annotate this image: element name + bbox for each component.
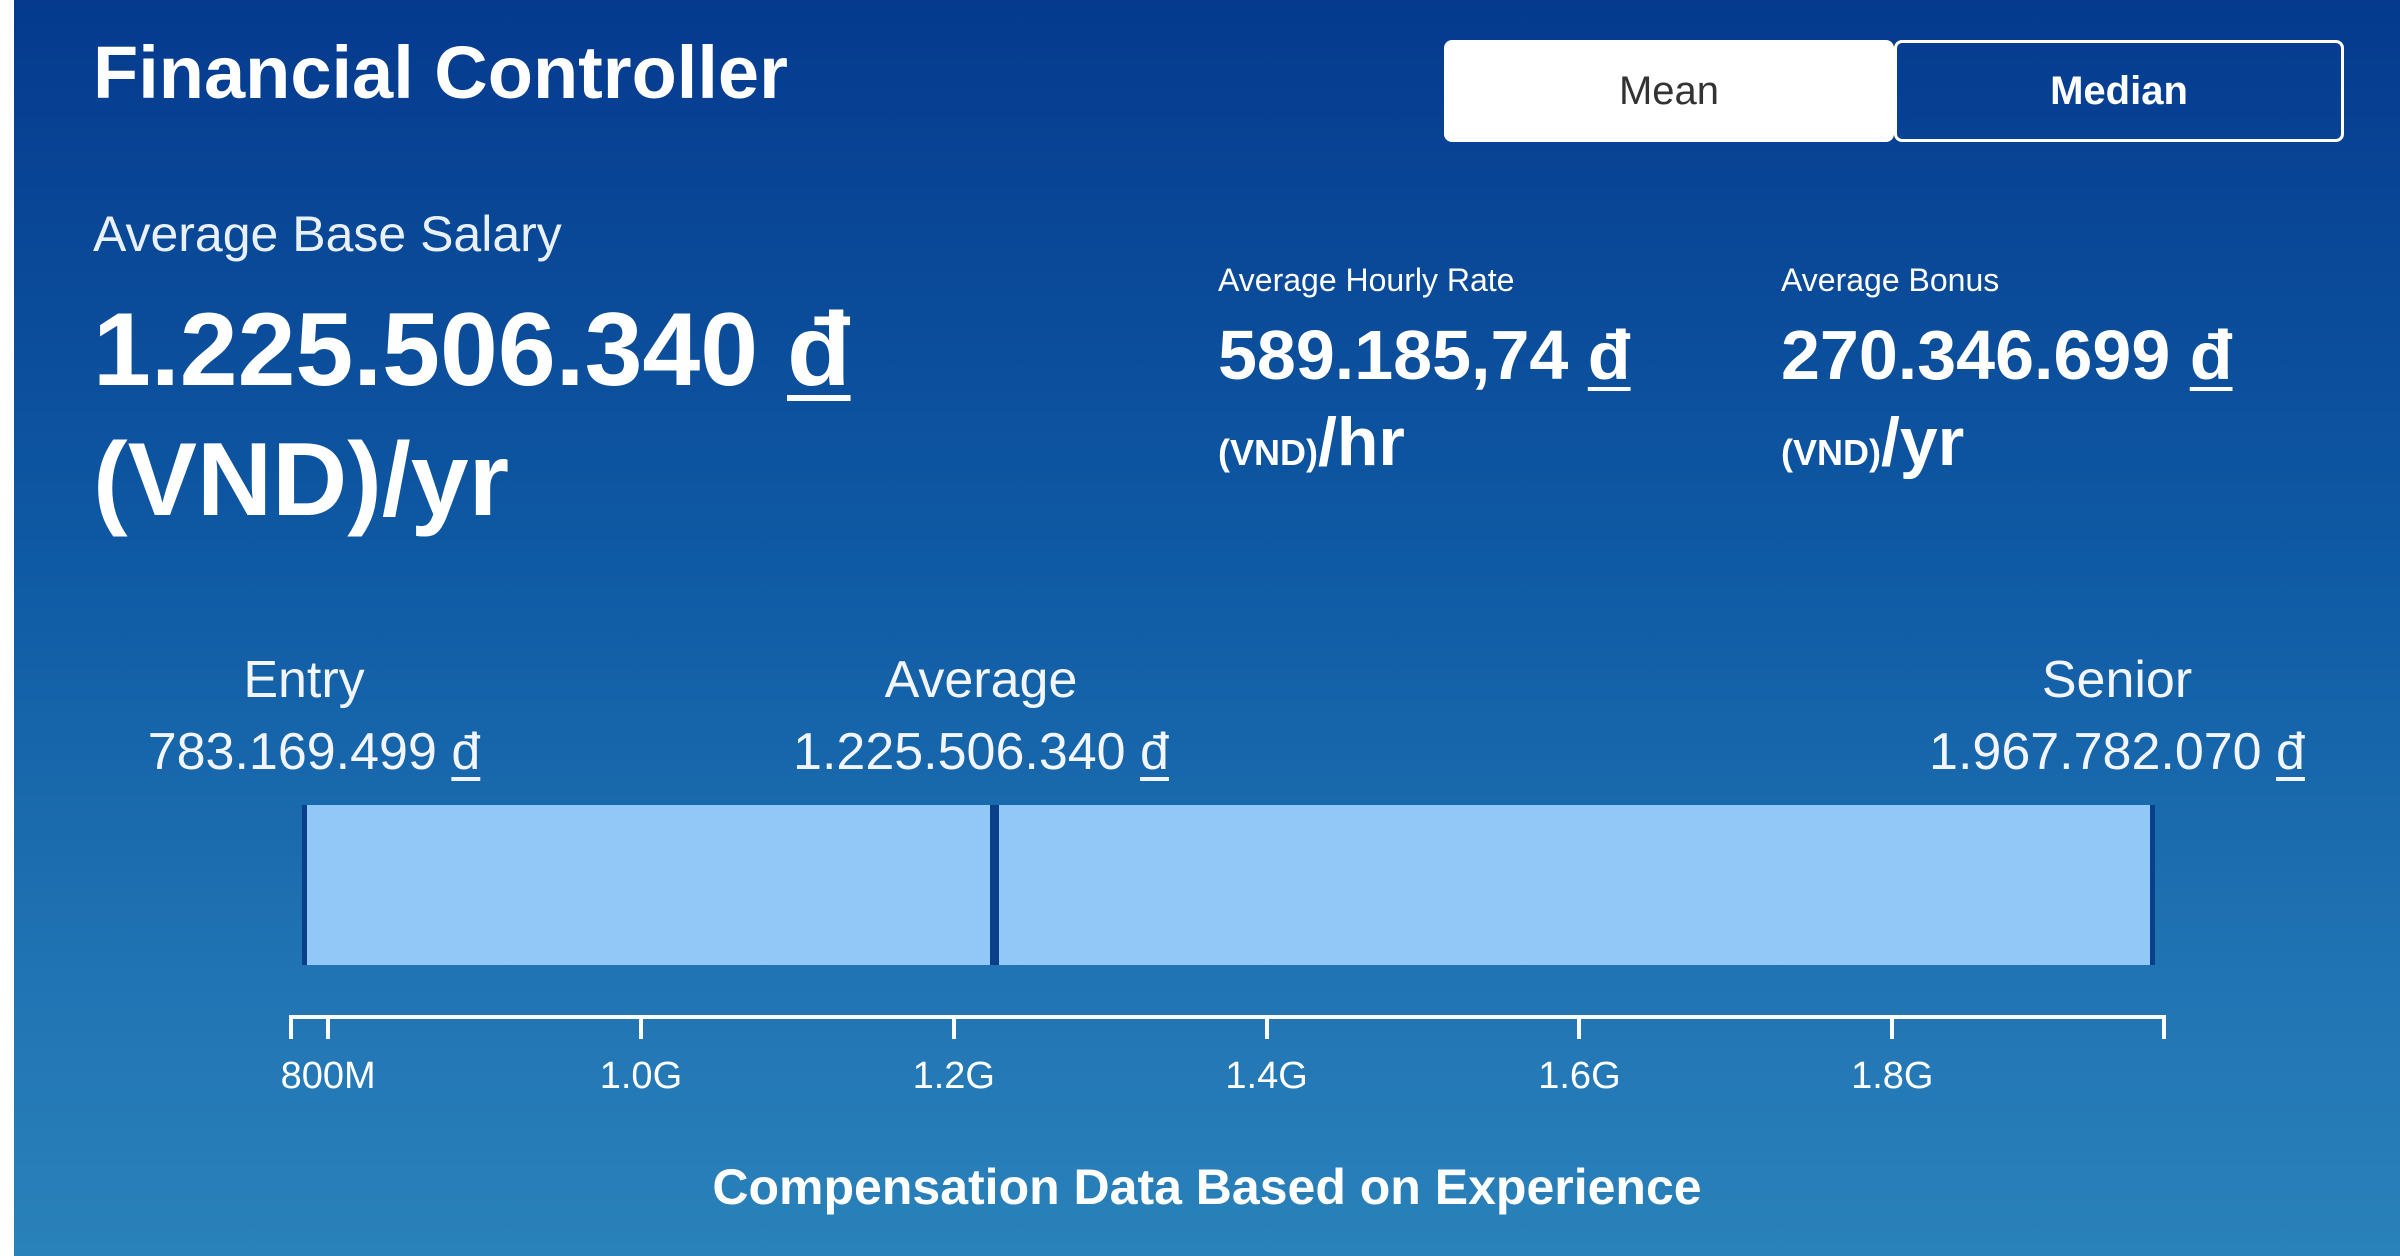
x-tick-label: 1.8G <box>1851 1055 1934 1097</box>
hourly-unit-currency: (VND) <box>1218 432 1318 473</box>
x-tick-label: 1.6G <box>1538 1055 1621 1097</box>
hourly-rate-value: 589.185,74 đ <box>1218 320 1631 390</box>
mean-median-toggle: Mean Median <box>1444 40 2344 142</box>
entry-amount: 783.169.499 <box>147 723 437 781</box>
currency-symbol: đ <box>451 723 481 781</box>
currency-symbol: đ <box>787 292 851 408</box>
bonus-label: Average Bonus <box>1781 262 2000 298</box>
salary-range-bar <box>301 805 2155 965</box>
senior-amount: 1.967.782.070 <box>1929 723 2262 781</box>
senior-value: 1.967.782.070 đ <box>1929 722 2305 782</box>
base-salary-label: Average Base Salary <box>93 206 562 262</box>
base-salary-value: 1.225.506.340 đ <box>93 298 851 402</box>
mean-button[interactable]: Mean <box>1444 40 1894 142</box>
hourly-unit-period: /hr <box>1317 404 1405 480</box>
x-tick <box>1577 1019 1582 1039</box>
bonus-value: 270.346.699 đ <box>1781 320 2233 390</box>
average-label: Average <box>884 651 1078 709</box>
average-value: 1.225.506.340 đ <box>793 722 1169 782</box>
base-salary-unit: (VND)/yr <box>93 422 510 538</box>
axis-end-cap <box>2162 1019 2166 1039</box>
x-tick <box>1264 1019 1269 1039</box>
hourly-rate-label: Average Hourly Rate <box>1218 262 1515 298</box>
x-tick-label: 1.2G <box>912 1055 995 1097</box>
x-tick <box>326 1019 331 1039</box>
bonus-amount: 270.346.699 <box>1781 316 2171 394</box>
x-axis-line <box>289 1015 2166 1019</box>
currency-symbol: đ <box>2276 723 2305 781</box>
x-tick <box>1890 1019 1895 1039</box>
bonus-unit: (VND)/yr <box>1781 408 1964 476</box>
chart-caption: Compensation Data Based on Experience <box>712 1159 1702 1215</box>
currency-symbol: đ <box>1140 723 1169 781</box>
average-amount: 1.225.506.340 <box>793 723 1126 781</box>
x-tick-label: 1.0G <box>599 1055 683 1097</box>
base-salary-amount: 1.225.506.340 <box>93 292 759 408</box>
x-tick <box>951 1019 956 1039</box>
currency-symbol: đ <box>2189 316 2233 394</box>
hourly-rate-amount: 589.185,74 <box>1218 316 1569 394</box>
axis-start-cap <box>289 1019 293 1039</box>
x-tick <box>638 1019 643 1039</box>
average-marker <box>989 805 999 965</box>
bonus-unit-period: /yr <box>1880 404 1965 480</box>
entry-value: 783.169.499 đ <box>148 722 481 782</box>
job-title: Financial Controller <box>93 31 788 114</box>
median-button[interactable]: Median <box>1894 40 2344 142</box>
currency-symbol: đ <box>1587 316 1631 394</box>
x-tick-label: 800M <box>280 1055 376 1097</box>
senior-label: Senior <box>2041 651 2193 709</box>
entry-label: Entry <box>243 651 365 709</box>
x-tick-label: 1.4G <box>1225 1055 1308 1097</box>
hourly-rate-unit: (VND)/hr <box>1218 408 1405 476</box>
salary-panel: Financial Controller Mean Median Average… <box>14 0 2400 1256</box>
bonus-unit-currency: (VND) <box>1781 432 1881 473</box>
